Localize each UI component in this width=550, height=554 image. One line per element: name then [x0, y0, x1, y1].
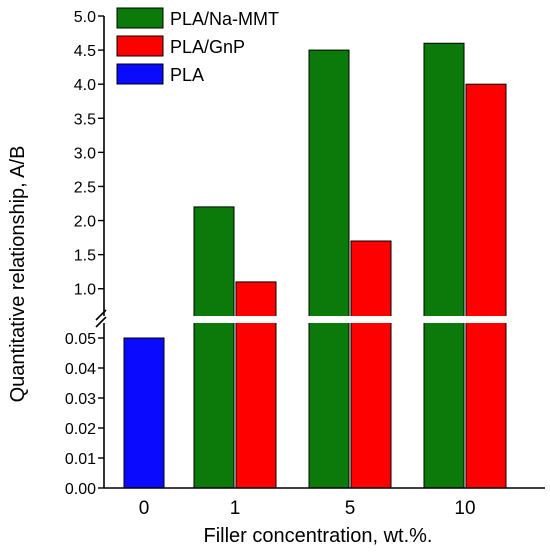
bar-pla-na-mmt-5: [308, 49, 350, 489]
x-tick-label: 1: [230, 498, 241, 519]
bar-pla-na-mmt-10: [423, 42, 465, 489]
y-tick-label: 2.0: [74, 214, 96, 231]
bars-group: [98, 42, 547, 489]
y-tick-label: 0.02: [65, 421, 96, 438]
x-tick-label: 10: [454, 498, 475, 519]
legend-label: PLA/GnP: [170, 37, 245, 57]
axis-break-band: [98, 316, 547, 323]
x-tick-label: 0: [139, 498, 150, 519]
legend-label: PLA/Na-MMT: [170, 9, 279, 29]
x-axis-title: Filler concentration, wt.%.: [204, 525, 433, 547]
axis-break-mark-top: [95, 309, 107, 321]
bar-pla-na-mmt-1: [193, 206, 235, 489]
bar-pla-0: [123, 337, 165, 489]
y-tick-label: 2.5: [74, 179, 96, 196]
bar-pla-gnp-1: [235, 281, 277, 489]
bar-pla-gnp-10: [465, 83, 507, 489]
legend-swatch: [116, 7, 164, 29]
y-tick-label: 0.01: [65, 451, 96, 468]
y-tick-label: 3.0: [74, 145, 96, 162]
bar-pla-gnp-5: [350, 240, 392, 489]
y-tick-label: 0.00: [65, 481, 96, 498]
y-axis-title: Quantitative relationship, A/B: [7, 146, 29, 403]
legend: PLA/Na-MMT PLA/GnP PLA: [116, 7, 279, 85]
y-tick-label: 1.0: [74, 282, 96, 299]
y-tick-label: 0.05: [65, 331, 96, 348]
x-tick-label: 5: [345, 498, 356, 519]
y-tick-label: 0.04: [65, 361, 96, 378]
axes-group: [95, 16, 545, 489]
y-ticks-group: 1.0 1.5 2.0 2.5 3.0 3.5 4.0 4.5 5.0 0.00 0.01 0.02 0…: [65, 9, 104, 498]
y-tick-label: 1.5: [74, 248, 96, 265]
y-tick-label: 4.0: [74, 77, 96, 94]
legend-swatch: [116, 63, 164, 85]
x-ticks-group: 0 1 5 10: [139, 498, 476, 519]
legend-swatch: [116, 35, 164, 57]
y-tick-label: 4.5: [74, 43, 96, 60]
y-tick-label: 3.5: [74, 111, 96, 128]
axis-break-mark-bottom: [95, 316, 107, 328]
y-tick-label: 5.0: [74, 9, 96, 26]
legend-label: PLA: [170, 65, 204, 85]
y-tick-label: 0.03: [65, 391, 96, 408]
